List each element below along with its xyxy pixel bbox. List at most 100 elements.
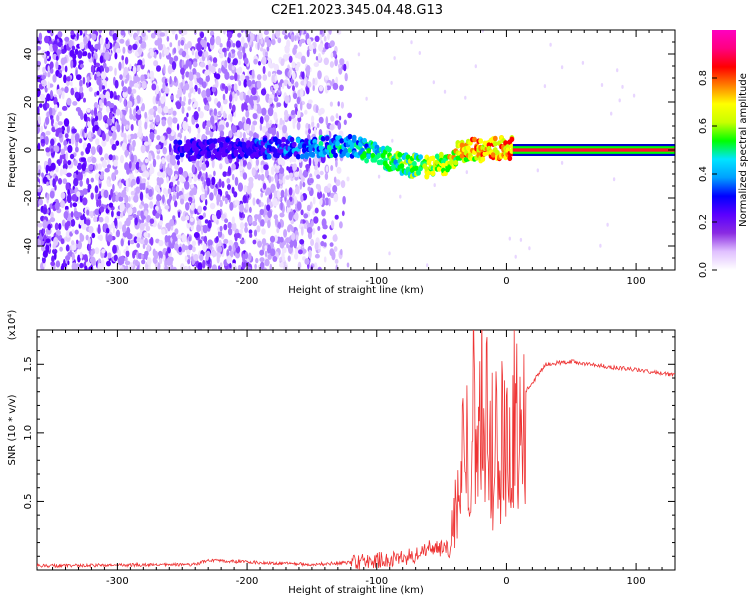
spectrogram-cell [129, 144, 133, 154]
spectrogram-cell [116, 229, 120, 236]
spectrogram-cell [231, 216, 235, 225]
spectrogram-cell [156, 93, 160, 100]
spectrogram-cell [166, 176, 169, 184]
trace-cell [260, 147, 266, 153]
spectrogram-cell [47, 81, 50, 91]
spectrogram-cell [266, 204, 271, 211]
spectrogram-cell [292, 85, 295, 92]
spectrogram-cell [79, 251, 83, 259]
spectrogram-cell [235, 40, 241, 48]
spectrogram-cell [599, 243, 602, 248]
spectrogram-cell [216, 102, 221, 108]
spectrogram-cell [329, 40, 335, 47]
spectrogram-cell [334, 214, 339, 220]
spectrogram-cell [180, 101, 186, 107]
spectrogram-cell [78, 138, 83, 144]
spectrogram-cell [87, 52, 92, 59]
spectrogram-cell [130, 265, 134, 270]
trace-cell [364, 157, 369, 164]
spectrogram-cell [227, 184, 231, 190]
spectrogram-cell [175, 33, 178, 41]
spectrogram-cell [136, 243, 140, 248]
spectrogram-cell [294, 171, 299, 178]
spectrogram-cell [250, 94, 253, 101]
spectrogram-cell [269, 263, 273, 270]
spectrogram-cell [276, 165, 281, 171]
spectrogram-cell [244, 251, 249, 260]
spectrogram-cell [125, 245, 129, 251]
spectrogram-cell [44, 136, 49, 145]
spectrogram-cell [279, 167, 285, 175]
spectrogram-cell [632, 93, 636, 98]
spectrogram-cell [95, 163, 98, 171]
spectrogram-cell [71, 262, 77, 270]
spectrogram-cell [133, 236, 138, 244]
spectrogram-cell [274, 217, 279, 226]
spectrogram-cell [192, 61, 198, 68]
spectrogram-cell [132, 43, 138, 50]
spectrogram-cell [176, 123, 180, 131]
y-tick-label: -40 [23, 238, 34, 254]
spectrogram-cell [314, 207, 319, 214]
spectrogram-cell [266, 46, 270, 52]
spectrogram-cell [300, 55, 306, 64]
spectrogram-cell [307, 99, 313, 104]
spectrogram-cell [338, 63, 342, 69]
spectrogram-cell [253, 229, 258, 237]
spectrogram-cell [213, 170, 216, 177]
spectrogram-cell [122, 90, 128, 98]
spectrogram-cell [79, 234, 85, 242]
colorbar-label: Normalized spectral amplitude [738, 73, 749, 227]
spectrogram-cell [191, 164, 196, 174]
spectrogram-cell [202, 81, 207, 89]
spectrogram-cell [57, 127, 63, 133]
spectrogram-cell [71, 240, 75, 246]
spectrogram-cell [314, 35, 320, 42]
spectrogram-cell [119, 38, 125, 44]
spectrogram-cell [42, 220, 48, 229]
y-tick-label: 1.0 [23, 425, 34, 441]
spectrogram-cell [175, 94, 181, 99]
spectrogram-cell [220, 104, 223, 114]
spectrogram-cell [560, 65, 564, 70]
spectrogram-cell [173, 76, 177, 83]
spectrogram-cell [213, 97, 219, 105]
spectrogram-cell [79, 86, 84, 94]
spectrogram-cell [204, 70, 209, 77]
spectrogram-cell [129, 113, 134, 120]
spectrogram-cell [161, 119, 166, 127]
spectrogram-cell [343, 63, 347, 72]
spectrogram-cell [191, 188, 194, 196]
spectrogram-cell [118, 196, 124, 202]
spectrogram-cell [139, 183, 143, 191]
spectrogram-cell [177, 211, 181, 219]
spectrogram-cell [98, 99, 102, 107]
spectrogram-cell [274, 75, 278, 82]
spectrogram-cell [54, 251, 57, 260]
spectrogram-cell [140, 105, 145, 112]
spectrogram-cell [248, 229, 253, 234]
spectrogram-cell [120, 30, 125, 36]
spectrogram-cell [271, 39, 276, 46]
spectrogram-cell [357, 52, 361, 57]
spectrogram-cell [313, 126, 317, 136]
spectrogram-cell [79, 42, 85, 50]
spectrogram-cell [66, 172, 72, 178]
spectrogram-cell [303, 79, 307, 88]
spectrogram-cell [43, 234, 47, 243]
spectrogram-cell [147, 72, 150, 79]
spectrogram-cell [173, 55, 179, 62]
spectrogram-cell [149, 137, 152, 147]
spectrogram-cell [207, 239, 213, 247]
spectrogram-cell [340, 101, 344, 109]
spectrogram-cell [322, 193, 325, 200]
spectrogram-cell [612, 177, 616, 182]
spectrogram-cell [224, 59, 228, 69]
spectrogram-cell [284, 34, 288, 40]
spectrogram-cell [137, 59, 143, 66]
spectrogram-cell [115, 48, 121, 54]
spectrogram-cell [42, 101, 48, 111]
spectrogram-cell [184, 255, 188, 262]
spectrogram-cell [215, 73, 221, 80]
spectrogram-cell [195, 123, 200, 129]
